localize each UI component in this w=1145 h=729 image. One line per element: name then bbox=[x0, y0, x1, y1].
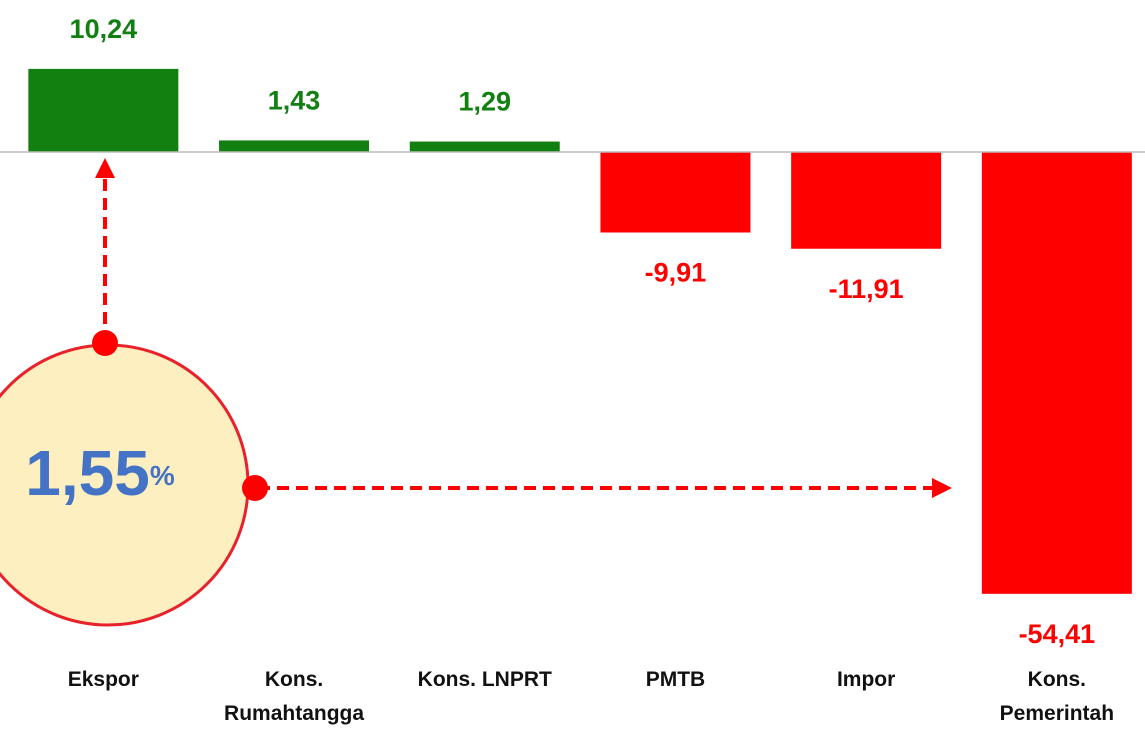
arrow-dot bbox=[242, 475, 268, 501]
data-label: -9,91 bbox=[645, 258, 707, 288]
data-label: -54,41 bbox=[1019, 619, 1096, 649]
annotation: 1,55% bbox=[25, 437, 175, 509]
data-label: -11,91 bbox=[829, 274, 904, 304]
data-label: 10,24 bbox=[70, 14, 138, 44]
x-tick-label: Impor bbox=[836, 668, 896, 691]
x-tick-label: Kons. Pemerintah bbox=[999, 668, 1115, 725]
x-tick-label: Kons. Rumahtangga bbox=[224, 668, 365, 725]
bar bbox=[791, 152, 942, 249]
bar bbox=[981, 152, 1132, 594]
x-tick-label: PMTB bbox=[645, 668, 706, 691]
arrow-dot bbox=[92, 330, 118, 356]
data-label: 1,43 bbox=[268, 86, 321, 116]
bar bbox=[600, 152, 751, 233]
annotation-value: 1,55 bbox=[25, 437, 150, 509]
data-label: 1,29 bbox=[458, 87, 511, 117]
x-tick-label: Ekspor bbox=[67, 668, 139, 691]
bar bbox=[28, 68, 179, 153]
bar bbox=[409, 141, 560, 153]
x-tick-label: Kons. LNPRT bbox=[417, 668, 552, 691]
bar bbox=[219, 140, 370, 153]
annotation-unit: % bbox=[150, 460, 175, 491]
